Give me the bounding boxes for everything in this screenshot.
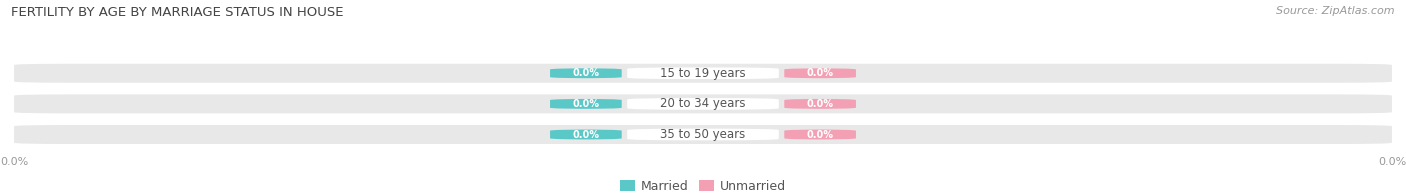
FancyBboxPatch shape <box>14 94 1392 113</box>
Text: FERTILITY BY AGE BY MARRIAGE STATUS IN HOUSE: FERTILITY BY AGE BY MARRIAGE STATUS IN H… <box>11 6 343 19</box>
FancyBboxPatch shape <box>14 125 1392 144</box>
FancyBboxPatch shape <box>785 68 856 78</box>
Text: 0.0%: 0.0% <box>807 130 834 140</box>
Text: 0.0%: 0.0% <box>572 68 599 78</box>
FancyBboxPatch shape <box>627 129 779 140</box>
FancyBboxPatch shape <box>550 129 621 140</box>
FancyBboxPatch shape <box>14 64 1392 83</box>
FancyBboxPatch shape <box>550 68 621 78</box>
FancyBboxPatch shape <box>550 99 621 109</box>
FancyBboxPatch shape <box>627 67 779 79</box>
FancyBboxPatch shape <box>785 129 856 140</box>
Text: 20 to 34 years: 20 to 34 years <box>661 97 745 110</box>
Text: 0.0%: 0.0% <box>572 99 599 109</box>
Legend: Married, Unmarried: Married, Unmarried <box>614 175 792 196</box>
Text: 0.0%: 0.0% <box>807 99 834 109</box>
Text: 35 to 50 years: 35 to 50 years <box>661 128 745 141</box>
Text: 15 to 19 years: 15 to 19 years <box>661 67 745 80</box>
FancyBboxPatch shape <box>627 98 779 110</box>
Text: 0.0%: 0.0% <box>572 130 599 140</box>
Text: Source: ZipAtlas.com: Source: ZipAtlas.com <box>1277 6 1395 16</box>
Text: 0.0%: 0.0% <box>807 68 834 78</box>
FancyBboxPatch shape <box>785 99 856 109</box>
